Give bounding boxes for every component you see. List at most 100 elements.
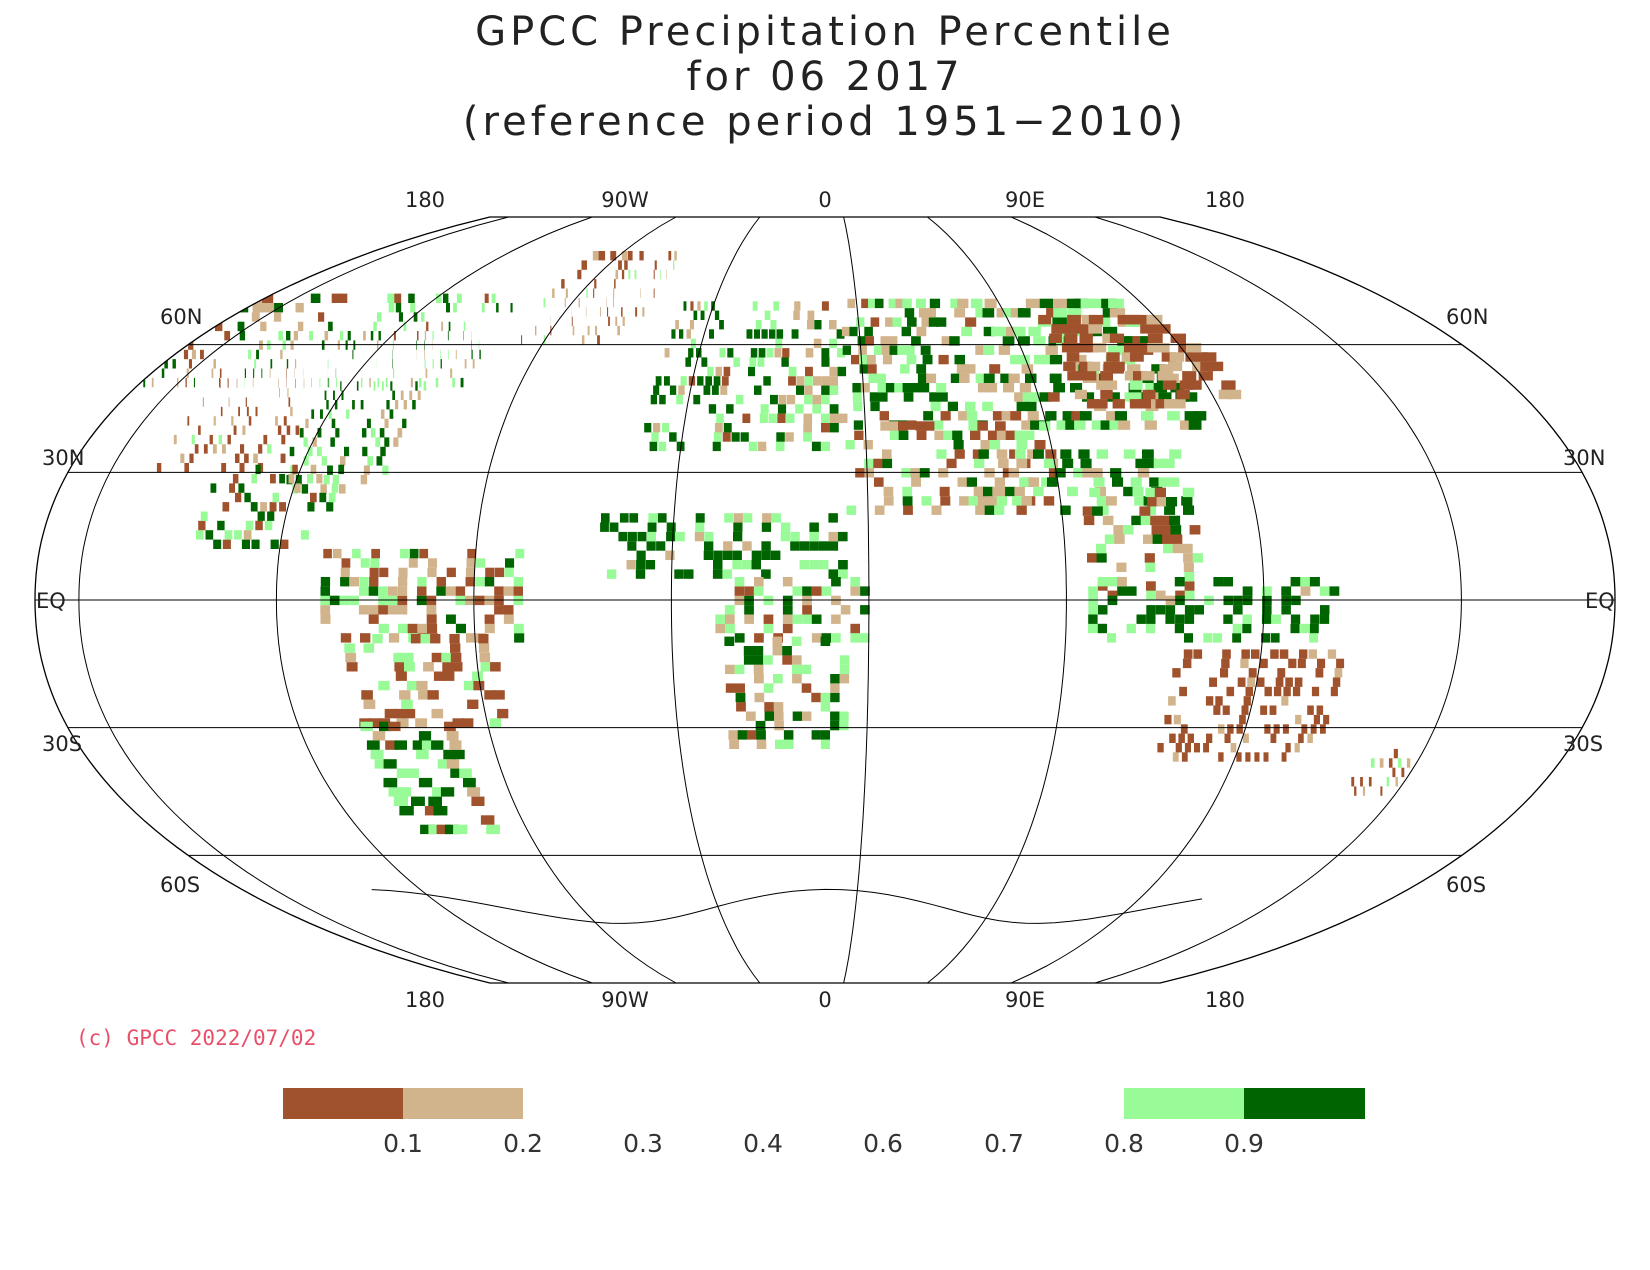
- percentile-cell: [609, 522, 619, 532]
- percentile-cell: [1130, 477, 1142, 487]
- percentile-cell: [688, 348, 694, 358]
- percentile-cell: [873, 345, 883, 355]
- percentile-cell: [1130, 352, 1144, 362]
- percentile-cell: [723, 541, 733, 551]
- percentile-cell: [1193, 649, 1203, 659]
- percentile-cell: [868, 373, 878, 383]
- percentile-cell: [1092, 506, 1103, 516]
- percentile-cell: [426, 614, 437, 624]
- percentile-cell: [804, 385, 813, 395]
- percentile-cell: [1184, 614, 1195, 624]
- percentile-cell: [637, 531, 647, 542]
- percentile-cell: [237, 321, 245, 332]
- percentile-cell: [1107, 577, 1118, 587]
- percentile-cell: [361, 377, 363, 388]
- percentile-cell: [1065, 420, 1077, 430]
- percentile-cell: [202, 397, 204, 407]
- percentile-cell: [715, 623, 726, 634]
- percentile-cell: [1172, 543, 1184, 554]
- percentile-cell: [737, 730, 748, 740]
- percentile-cell: [1223, 614, 1233, 624]
- percentile-cell: [821, 301, 829, 311]
- percentile-cell: [959, 373, 970, 383]
- percentile-cell: [1285, 677, 1293, 687]
- percentile-cell: [478, 643, 490, 653]
- percentile-cell: [866, 354, 876, 365]
- meridian-line: [78, 216, 509, 984]
- percentile-cell: [407, 623, 418, 634]
- percentile-cell: [450, 643, 461, 653]
- percentile-cell: [435, 377, 439, 388]
- percentile-cell: [1021, 496, 1032, 506]
- percentile-cell: [1270, 633, 1280, 643]
- percentile-cell: [352, 400, 355, 410]
- percentile-cell: [1106, 352, 1120, 362]
- percentile-cell: [998, 326, 1011, 337]
- percentile-cell: [1168, 696, 1176, 706]
- percentile-cell: [1172, 668, 1181, 678]
- percentile-cell: [503, 614, 514, 624]
- percentile-cell: [982, 401, 993, 412]
- percentile-cell: [880, 421, 890, 431]
- percentile-cell: [920, 345, 931, 355]
- percentile-cell: [252, 303, 263, 313]
- percentile-cell: [1360, 777, 1363, 787]
- percentile-cell: [413, 312, 418, 322]
- percentile-cell: [360, 558, 370, 568]
- percentile-cell: [479, 652, 491, 663]
- percentile-cell: [1212, 633, 1222, 643]
- percentile-cell: [1227, 389, 1242, 400]
- percentile-cell: [1386, 777, 1390, 787]
- percentile-cell: [1096, 543, 1107, 554]
- percentile-cell: [1380, 786, 1383, 796]
- percentile-cell: [184, 463, 189, 473]
- percentile-cell: [480, 662, 492, 672]
- percentile-cell: [227, 434, 231, 445]
- percentile-cell: [1025, 401, 1037, 412]
- percentile-cell: [746, 329, 753, 339]
- percentile-cell: [975, 505, 986, 515]
- chart-subtitle-reference: (reference period 1951−2010): [462, 99, 1188, 145]
- percentile-cell: [755, 720, 766, 731]
- percentile-cell: [812, 404, 821, 414]
- percentile-cell: [143, 377, 146, 388]
- percentile-cell: [727, 348, 734, 358]
- percentile-cell: [740, 432, 749, 442]
- percentile-cell: [751, 550, 762, 560]
- percentile-cell: [1164, 714, 1172, 725]
- percentile-cell: [1215, 696, 1223, 706]
- percentile-cell: [1102, 515, 1114, 526]
- percentile-cell: [595, 325, 598, 336]
- percentile-cell: [754, 329, 760, 339]
- percentile-cell: [1295, 714, 1302, 725]
- percentile-cell: [654, 260, 657, 270]
- percentile-cell: [372, 634, 383, 644]
- percentile-cell: [1082, 392, 1095, 402]
- percentile-cell: [1143, 534, 1154, 544]
- percentile-cell: [983, 326, 996, 337]
- percentile-cell: [770, 320, 777, 330]
- percentile-cell: [703, 550, 714, 560]
- percentile-cell: [594, 279, 597, 289]
- percentile-cell: [858, 345, 867, 355]
- percentile-cell: [845, 440, 855, 450]
- percentile-cell: [954, 354, 965, 365]
- percentile-cell: [239, 331, 246, 341]
- percentile-cell: [1203, 743, 1209, 753]
- percentile-cell: [257, 511, 265, 521]
- percentile-cell: [788, 366, 797, 377]
- percentile-cell: [761, 550, 771, 560]
- percentile-cell: [936, 449, 947, 459]
- percentile-cell: [503, 586, 514, 596]
- percentile-cell: [248, 416, 252, 426]
- percentile-cell: [1162, 534, 1173, 544]
- percentile-cell: [1061, 343, 1075, 353]
- percentile-cell: [273, 312, 282, 322]
- percentile-cell: [731, 432, 740, 442]
- percentile-cell: [255, 406, 258, 417]
- percentile-cell: [431, 740, 444, 750]
- percentile-cell: [1080, 458, 1092, 469]
- percentile-cell: [1080, 324, 1095, 334]
- percentile-cell: [286, 425, 291, 435]
- percentile-cell: [653, 385, 660, 395]
